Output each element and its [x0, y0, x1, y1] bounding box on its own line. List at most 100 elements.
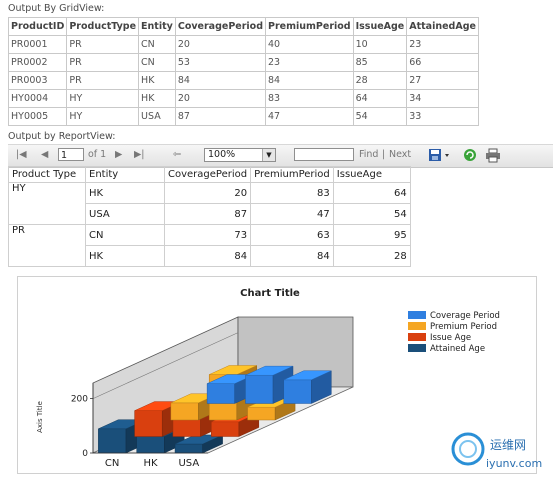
find-button[interactable]: Find	[359, 149, 379, 160]
report-cell-premium: 84	[250, 245, 334, 267]
export-icon[interactable]	[428, 148, 452, 164]
gridview-cell: 66	[406, 53, 479, 72]
chart-title: Chart Title	[240, 288, 300, 299]
gridview-cell: PR	[66, 53, 140, 72]
chart-bar-front	[98, 428, 127, 454]
report-cell-entity: HK	[85, 182, 165, 204]
report-cell-issue: 95	[332, 224, 411, 246]
prev-page-icon[interactable]: ◀	[41, 149, 49, 160]
gridview-cell: 54	[352, 107, 408, 126]
chart-bar-top	[283, 370, 332, 381]
gridview-cell: 84	[265, 71, 354, 90]
report-cell-entity: HK	[85, 245, 165, 267]
chart-bar-front	[136, 436, 165, 454]
gridview-cell: HY	[66, 89, 140, 108]
chart-ytick-label: 200	[71, 395, 88, 405]
chart-container: Chart Title Axis Title 0 200 CN HK USA Coverage…	[17, 276, 537, 474]
gridview-cell: 53	[174, 53, 267, 72]
chart-xtick-label: HK	[143, 458, 158, 469]
page-number-input[interactable]: 1	[58, 148, 84, 161]
gridview-cell: 47	[265, 107, 354, 126]
report-header-cell: CoveragePeriod	[163, 166, 252, 183]
gridview-cell: 20	[174, 89, 267, 108]
chart-bar-front	[170, 402, 199, 421]
report-cell-premium: 83	[250, 182, 334, 204]
next-button[interactable]: Next	[389, 149, 412, 160]
gridview-cell: 83	[265, 89, 354, 108]
report-cell-coverage: 84	[163, 245, 252, 267]
chart-legend-swatch	[408, 311, 426, 319]
chart-bar-front	[134, 410, 163, 437]
chart-xtick-label: USA	[178, 458, 199, 469]
table-row: PR0001 PR CN 20 40 10 23	[7, 35, 479, 54]
chart-legend-swatch	[408, 344, 426, 352]
back-icon[interactable]: ⇦	[173, 149, 181, 160]
gridview-cell: PR0003	[7, 71, 68, 90]
report-cell-coverage: 73	[163, 224, 252, 246]
chevron-down-icon[interactable]: ▼	[262, 149, 275, 161]
chart-ylabel: Axis Title	[36, 401, 44, 433]
chart-bar-top	[245, 365, 294, 376]
print-icon[interactable]	[485, 148, 501, 163]
gridview-cell: HK	[138, 89, 176, 108]
table-row: PR0003 PR HK 84 84 28 27	[7, 71, 479, 90]
chart-gridline	[92, 332, 239, 399]
gridview-table: ProductID ProductType Entity CoveragePeriod…	[7, 17, 479, 126]
gridview-cell: HY0005	[7, 107, 68, 126]
gridview-header-cell: Entity	[138, 17, 176, 36]
gridview-header-cell: ProductType	[66, 17, 140, 36]
table-row: HK 84 84 28	[9, 245, 411, 267]
chart-legend-label: Issue Age	[430, 333, 471, 343]
gridview-cell: 87	[174, 107, 267, 126]
chart-bar-front	[211, 421, 240, 437]
gridview-cell: 10	[352, 35, 408, 54]
gridview-cell: HK	[138, 71, 176, 90]
gridview-cell: 28	[352, 71, 408, 90]
product-type-cell: HY	[8, 182, 86, 225]
zoom-value: 100%	[208, 149, 236, 160]
report-cell-entity: CN	[85, 224, 165, 246]
table-row: USA 87 47 54	[9, 203, 411, 225]
gridview-cell: 34	[406, 89, 479, 108]
gridview-header-cell: ProductID	[7, 17, 68, 36]
table-row: HY0004 HY HK 20 83 64 34	[7, 89, 479, 108]
chart-legend-swatch	[408, 322, 426, 330]
gridview-cell: HY	[66, 107, 140, 126]
gridview-cell: 64	[352, 89, 408, 108]
gridview-header-cell: PremiumPeriod	[265, 17, 354, 36]
report-header-row: Product Type Entity CoveragePeriod PremiumP…	[8, 166, 411, 183]
report-header-cell: Entity	[85, 166, 165, 183]
report-table: Product Type Entity CoveragePeriod PremiumP…	[8, 166, 411, 267]
report-cell-premium: 47	[250, 203, 334, 225]
next-page-icon[interactable]: ▶	[115, 149, 123, 160]
product-type-cell: PR	[8, 224, 86, 267]
find-input[interactable]	[294, 148, 354, 161]
table-row: HY HK 20 83 64	[8, 182, 411, 225]
gridview-cell: USA	[138, 107, 176, 126]
table-row: PR0002 PR CN 53 23 85 66	[7, 53, 479, 72]
reportview-label: Output by ReportView:	[8, 131, 116, 142]
report-cell-issue: 54	[332, 203, 411, 225]
gridview-cell: 23	[265, 53, 354, 72]
zoom-select[interactable]: 100% ▼	[204, 148, 276, 162]
toolbar-separator: |	[382, 149, 386, 160]
gridview-label: Output By GridView:	[8, 3, 105, 14]
refresh-icon[interactable]	[463, 148, 477, 162]
gridview-cell: 84	[174, 71, 267, 90]
gridview-header-cell: IssueAge	[352, 17, 408, 36]
first-page-icon[interactable]: |◀	[16, 149, 27, 160]
chart-legend-label: Attained Age	[430, 344, 485, 354]
watermark-url: iyunv.com	[486, 457, 542, 470]
site-watermark: 运维网 iyunv.com	[451, 432, 542, 470]
report-header-cell: PremiumPeriod	[250, 166, 334, 183]
chart-legend-label: Coverage Period	[430, 311, 500, 321]
report-cell-issue: 28	[332, 245, 411, 267]
report-header-cell: Product Type	[8, 166, 86, 183]
gridview-cell: HY0004	[7, 89, 68, 108]
gridview-cell: 40	[265, 35, 354, 54]
chart-bar-front	[245, 374, 274, 404]
chart-bar-front	[206, 383, 235, 404]
last-page-icon[interactable]: ▶|	[134, 149, 145, 160]
gridview-header-cell: CoveragePeriod	[174, 17, 267, 36]
gridview-cell: PR	[66, 35, 140, 54]
